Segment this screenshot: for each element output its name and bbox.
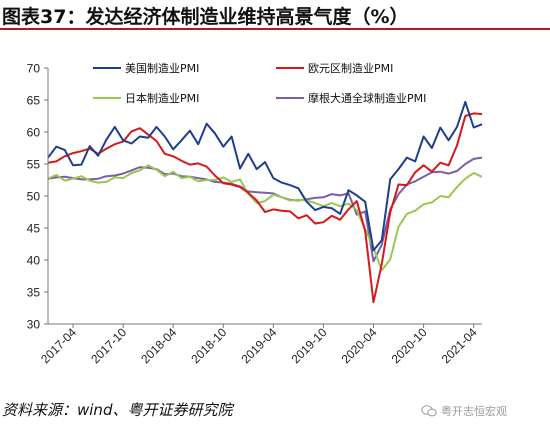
source-note: 资料来源：wind、粤开证券研究院 [2, 401, 233, 419]
figure-header: 图表37：发达经济体制造业维持高景气度（%） [0, 0, 550, 30]
y-tick-label: 50 [27, 190, 41, 204]
series-line [47, 164, 483, 272]
x-tick-label: 2019-10 [288, 325, 329, 366]
x-tick-label: 2018-04 [138, 325, 179, 366]
x-tick-label: 2018-10 [188, 325, 229, 366]
y-tick-label: 40 [27, 254, 41, 268]
y-tick-label: 30 [27, 318, 41, 332]
x-tick-label: 2021-04 [439, 325, 480, 366]
y-tick-label: 35 [27, 286, 41, 300]
y-tick-label: 65 [27, 94, 41, 108]
legend-label: 摩根大通全球制造业PMI [308, 91, 426, 105]
x-tick-label: 2017-04 [38, 325, 79, 366]
legend: 美国制造业PMI 欧元区制造业PMI 日本制造业PMI 摩根大通全球制造业PMI [93, 61, 426, 105]
line-chart: 美国制造业PMI 欧元区制造业PMI 日本制造业PMI 摩根大通全球制造业PMI 30… [27, 61, 483, 366]
x-axis: 2017-04 2017-10 2018-04 2018-10 2019-04 2019-… [38, 323, 482, 366]
x-tick-label: 2019-04 [238, 325, 279, 366]
wechat-icon [421, 405, 437, 417]
watermark-text: 粤开志恒宏观 [441, 405, 507, 418]
legend-label: 日本制造业PMI [125, 91, 199, 105]
series-line [47, 112, 483, 304]
legend-label: 欧元区制造业PMI [308, 61, 393, 75]
watermark: 粤开志恒宏观 [421, 403, 507, 419]
y-tick-label: 55 [27, 158, 41, 172]
series-line [47, 156, 483, 263]
legend-label: 美国制造业PMI [125, 61, 199, 75]
series-layer [47, 100, 483, 304]
x-tick-label: 2017-10 [88, 325, 129, 366]
y-tick-label: 60 [27, 126, 41, 140]
y-tick-label: 45 [27, 222, 41, 236]
x-tick-label: 2020-10 [389, 325, 430, 366]
x-tick-label: 2020-04 [339, 325, 380, 366]
series-line [47, 100, 483, 252]
y-axis: 30 35 40 45 50 55 60 65 70 [27, 62, 49, 332]
figure-title: 图表37：发达经济体制造业维持高景气度（%） [2, 6, 409, 28]
y-tick-label: 70 [27, 62, 41, 76]
